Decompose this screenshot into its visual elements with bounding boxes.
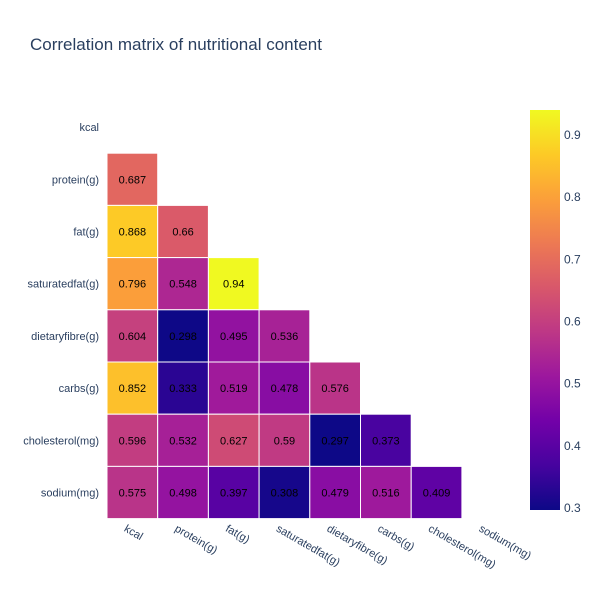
- cell-value-label: 0.575: [119, 488, 147, 500]
- cell-value-label: 0.596: [119, 435, 147, 447]
- heatmap-cell: [309, 465, 361, 520]
- cell-value-label: 0.373: [372, 435, 400, 447]
- x-axis-tick-labels: kcal protein(g) fat(g) saturatedfat(g)dieta…: [122, 523, 533, 571]
- y-tick-label: kcal: [79, 122, 99, 134]
- y-tick-label: fat(g): [73, 227, 99, 239]
- cell-value-label: 0.397: [220, 488, 248, 500]
- cell-value-label: 0.576: [321, 383, 349, 395]
- colorbar: [530, 110, 560, 510]
- x-tick-label: carbs(g): [375, 523, 416, 554]
- cell-value-label: 0.308: [271, 488, 299, 500]
- colorbar-tick-label: 0.7: [564, 252, 581, 266]
- cell-value-label: 0.868: [119, 227, 147, 239]
- cell-value-label: 0.479: [321, 488, 349, 500]
- cell-value-label: 0.297: [321, 435, 349, 447]
- cell-value-label: 0.548: [169, 279, 197, 291]
- y-tick-label: dietaryfibre(g): [31, 331, 99, 343]
- cell-value-label: 0.409: [423, 488, 451, 500]
- y-axis-tick-labels: kcal protein(g) fat(g) saturatedfat(g) dieta…: [23, 122, 99, 499]
- heatmap-cells: 0.687 0.868 0.66 0.796 0.548 0.94 0.604 0.298 0.…: [106, 152, 463, 520]
- colorbar-tick-label: 0.5: [564, 377, 581, 391]
- heatmap-cell: [207, 465, 260, 520]
- y-tick-label: saturatedfat(g): [27, 279, 99, 291]
- colorbar-tick-label: 0.6: [564, 315, 581, 329]
- cell-value-label: 0.333: [169, 383, 197, 395]
- heatmap-cell: [207, 309, 260, 363]
- cell-value-label: 0.478: [271, 383, 299, 395]
- y-tick-label: carbs(g): [59, 383, 99, 395]
- colorbar-tick-label: 0.9: [564, 128, 581, 142]
- cell-value-label: 0.532: [169, 435, 197, 447]
- heatmap-cell: [157, 361, 209, 415]
- heatmap-cell: [157, 413, 209, 467]
- cell-value-label: 0.687: [119, 174, 147, 186]
- colorbar-tick-labels: 0.3 0.4 0.5 0.6 0.7 0.8 0.9: [564, 128, 581, 515]
- chart-title: Correlation matrix of nutritional conten…: [30, 35, 322, 54]
- cell-value-label: 0.94: [223, 279, 244, 291]
- cell-value-label: 0.536: [271, 331, 299, 343]
- colorbar-tick-label: 0.4: [564, 439, 581, 453]
- cell-value-label: 0.495: [220, 331, 248, 343]
- cell-value-label: 0.519: [220, 383, 248, 395]
- heatmap-cell: [360, 465, 412, 520]
- cell-value-label: 0.796: [119, 279, 147, 291]
- heatmap-cell: [207, 413, 260, 467]
- y-tick-label: protein(g): [52, 174, 99, 186]
- cell-value-label: 0.516: [372, 488, 400, 500]
- heatmap-cell: [106, 204, 159, 259]
- y-tick-label: cholesterol(mg): [23, 435, 99, 447]
- heatmap-cell: [106, 361, 159, 415]
- cell-value-label: 0.604: [119, 331, 147, 343]
- cell-value-label: 0.852: [119, 383, 147, 395]
- x-tick-label: fat(g): [223, 523, 251, 546]
- heatmap-cell: [106, 309, 159, 363]
- cell-value-label: 0.66: [172, 227, 193, 239]
- x-tick-label: protein(g): [173, 523, 220, 557]
- colorbar-tick-label: 0.8: [564, 190, 581, 204]
- heatmap-cell: [106, 257, 159, 311]
- colorbar-tick-label: 0.3: [564, 501, 581, 515]
- y-tick-label: sodium(mg): [41, 488, 99, 500]
- colorbar-gradient: [530, 110, 560, 510]
- cell-value-label: 0.627: [220, 435, 248, 447]
- heatmap-cell: [258, 309, 311, 363]
- cell-value-label: 0.59: [274, 435, 295, 447]
- heatmap-cell: [410, 465, 463, 520]
- cell-value-label: 0.498: [169, 488, 197, 500]
- heatmap-cell: [106, 413, 159, 467]
- x-tick-label: kcal: [122, 523, 145, 543]
- heatmap-cell: [106, 465, 159, 520]
- heatmap-cell: [106, 152, 159, 206]
- heatmap-cell: [309, 413, 361, 467]
- cell-value-label: 0.298: [169, 331, 197, 343]
